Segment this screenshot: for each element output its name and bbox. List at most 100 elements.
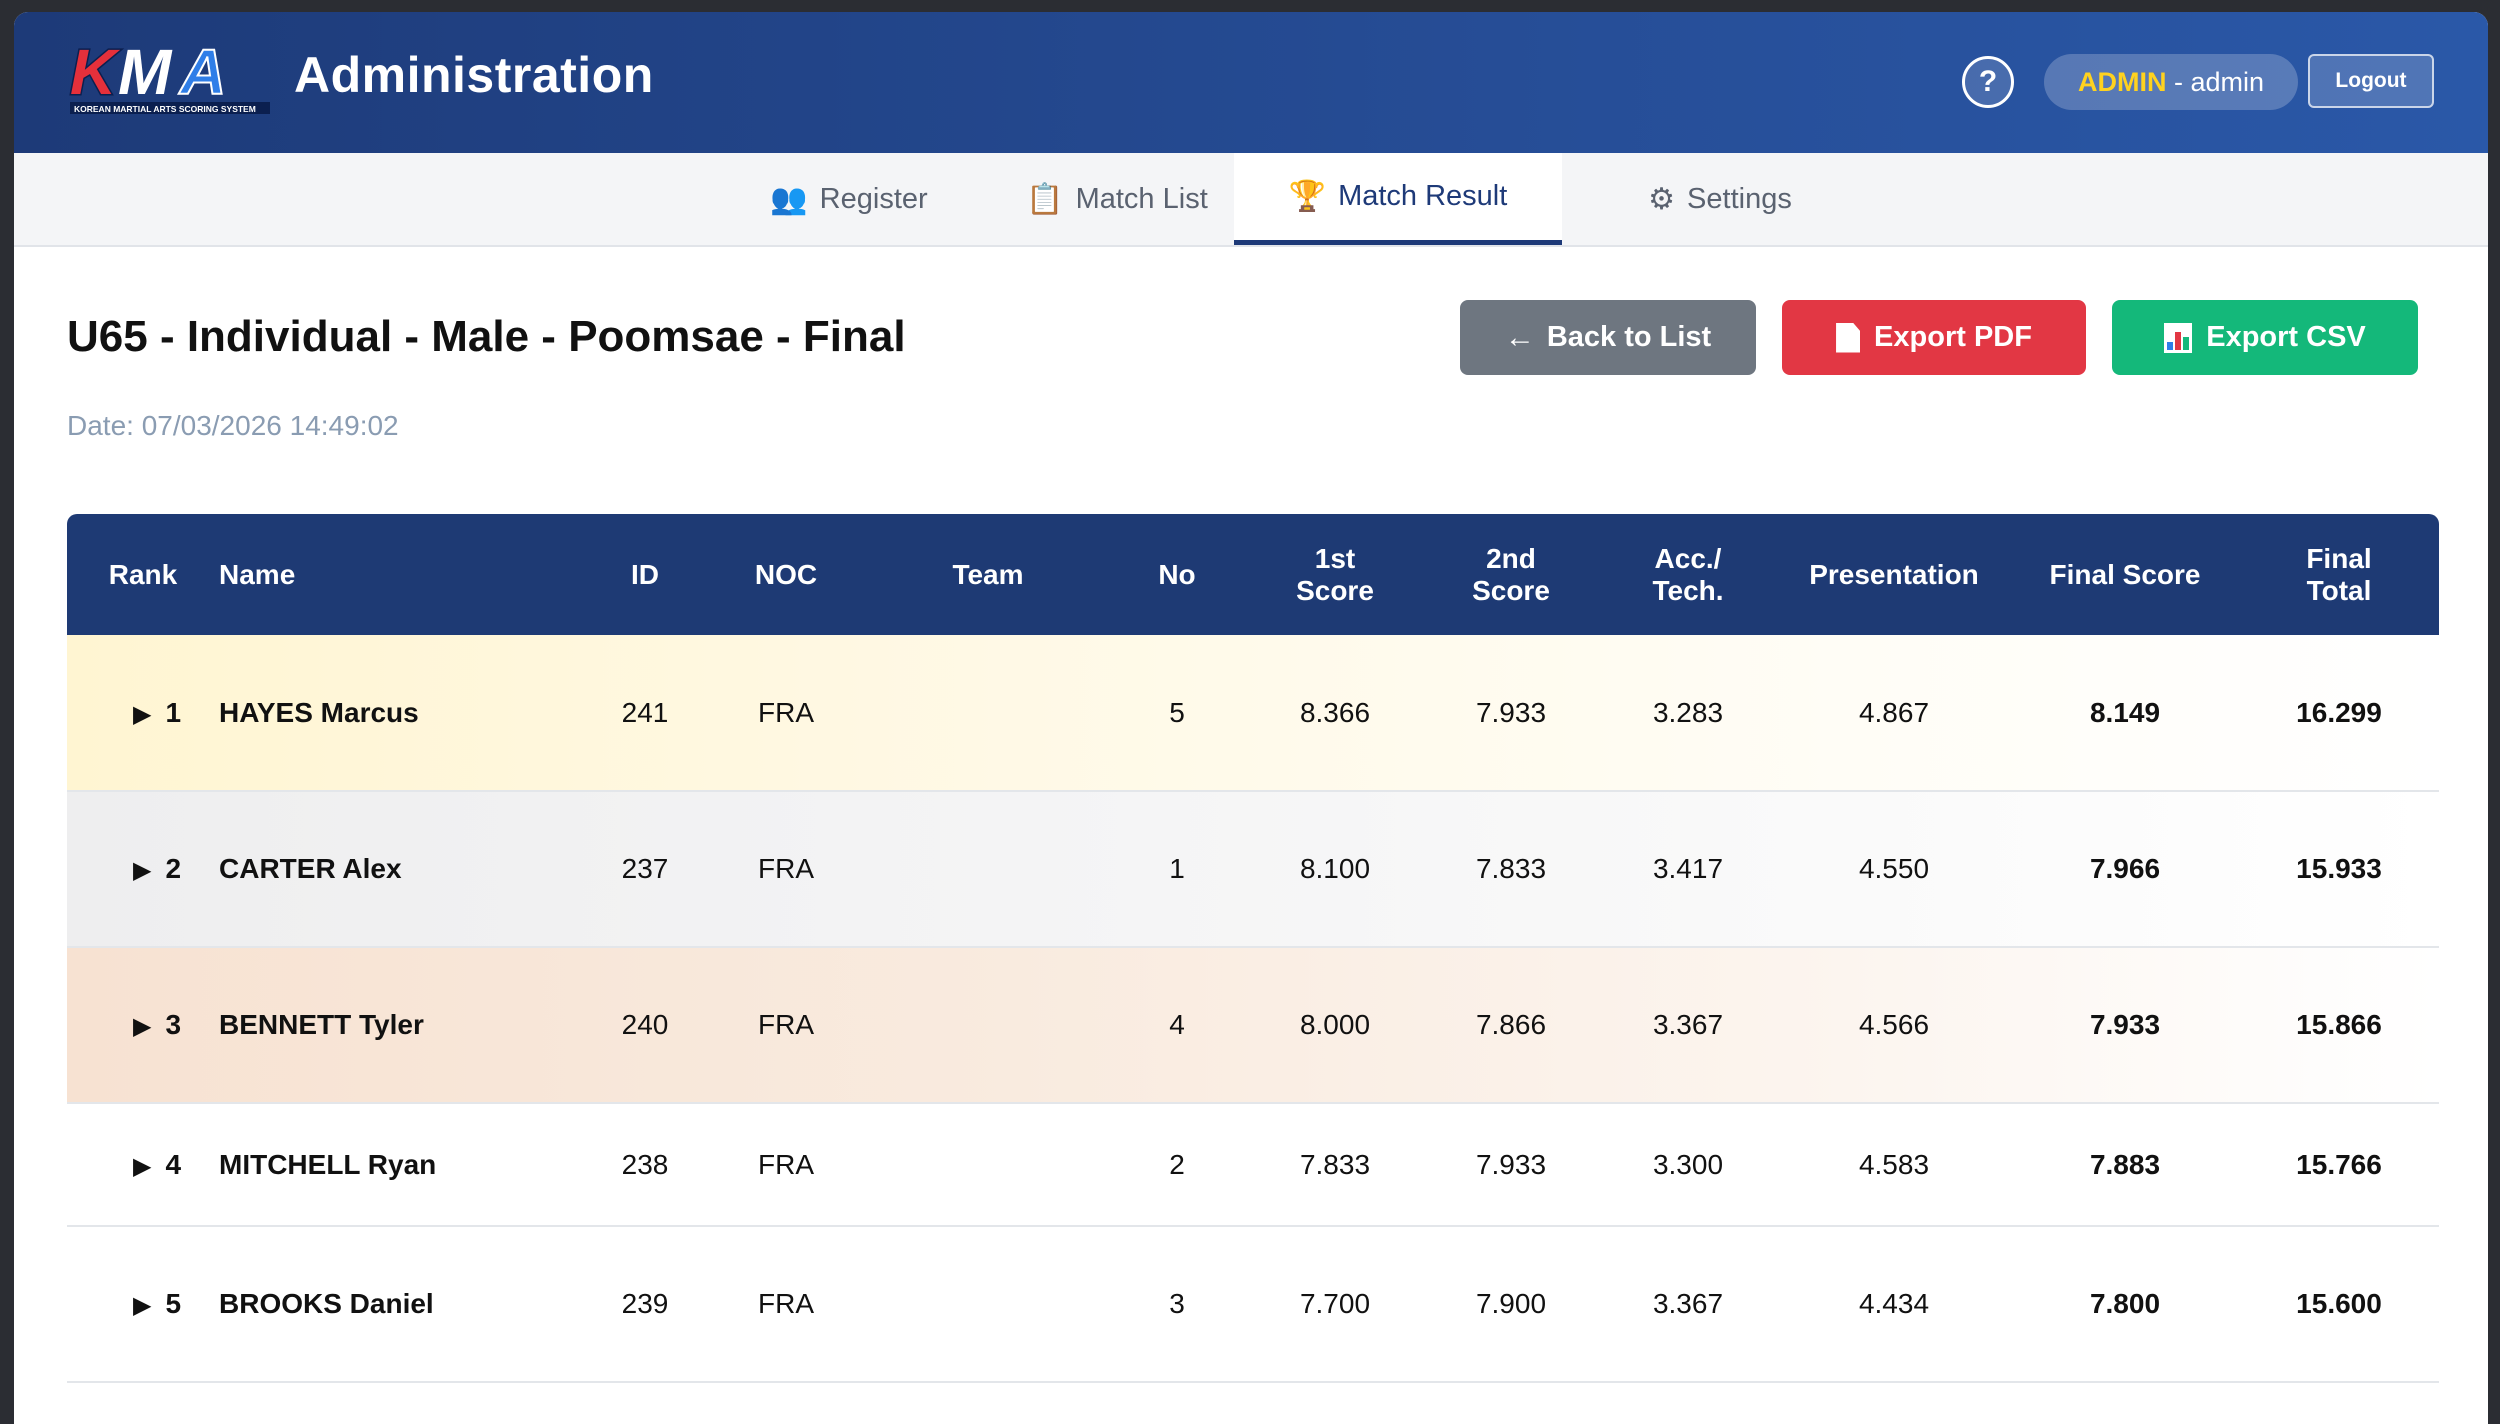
second-score: 7.833 [1423, 791, 1599, 948]
second-score: 7.933 [1423, 635, 1599, 792]
col-first-score: 1st Score [1247, 514, 1423, 635]
clipboard-icon: 📋 [1026, 182, 1064, 216]
table-row: ▶ 3 BENNETT Tyler 240 FRA 4 8.000 7.866 3… [67, 947, 2439, 1104]
app-title: Administration [294, 47, 654, 103]
user-badge: ADMIN - admin [2044, 54, 2298, 110]
rank-value: 5 [165, 1288, 182, 1319]
athlete-team [869, 791, 1107, 948]
athlete-no: 4 [1107, 947, 1247, 1104]
page-title: U65 - Individual - Male - Poomsae - Fina… [67, 312, 906, 361]
tab-label: Register [819, 182, 928, 215]
rank-value: 2 [165, 853, 182, 884]
col-acc-tech-line1: Acc./ [1654, 542, 1722, 574]
table-header-row: Rank Name ID NOC Team No 1st Score 2nd S… [67, 514, 2439, 635]
final-score: 7.966 [2011, 791, 2239, 948]
app-window: K K M A KOREAN MARTIAL ARTS SCORING SYST… [14, 12, 2488, 1424]
col-rank: Rank [108, 558, 178, 590]
final-total: 15.866 [2239, 947, 2439, 1104]
tab-match-list[interactable]: 📋 Match List [988, 153, 1246, 245]
col-acc-tech-line2: Tech. [1652, 574, 1724, 606]
athlete-noc: FRA [703, 635, 869, 792]
athlete-noc: FRA [703, 791, 869, 948]
col-first-score-line2: Score [1296, 574, 1374, 606]
play-arrow-icon: ▶ [132, 1013, 152, 1040]
arrow-left-icon: ← [1504, 320, 1535, 354]
athlete-name: HAYES Marcus [219, 635, 587, 792]
logout-button[interactable]: Logout [2308, 54, 2434, 108]
second-score: 7.866 [1423, 947, 1599, 1104]
user-name: admin [2190, 66, 2265, 97]
first-score: 7.700 [1247, 1226, 1423, 1383]
kma-logo: K K M A KOREAN MARTIAL ARTS SCORING SYST… [68, 35, 274, 118]
athlete-name: BENNETT Tyler [219, 947, 587, 1104]
final-total: 15.600 [2239, 1226, 2439, 1383]
final-total: 15.933 [2239, 791, 2439, 948]
nav-tabs: 👥 Register 📋 Match List 🏆 Match Result ⚙… [14, 153, 2488, 247]
col-id: ID [631, 558, 659, 590]
col-final-total-line1: Final [2306, 542, 2372, 574]
match-date: Date: 07/03/2026 14:49:02 [67, 410, 399, 441]
top-header: K K M A KOREAN MARTIAL ARTS SCORING SYST… [14, 12, 2488, 153]
athlete-no: 3 [1107, 1226, 1247, 1383]
acc-tech-score: 3.367 [1599, 1226, 1777, 1383]
presentation-score: 4.583 [1777, 1103, 2011, 1227]
play-arrow-icon: ▶ [132, 1292, 152, 1319]
export-csv-button[interactable]: Export CSV [2112, 300, 2418, 375]
kma-logo-graphic: K K M A KOREAN MARTIAL ARTS SCORING SYST… [69, 35, 270, 114]
export-pdf-button[interactable]: Export PDF [1782, 300, 2086, 375]
col-team: Team [952, 558, 1024, 590]
svg-text:A: A [178, 38, 226, 108]
athlete-noc: FRA [703, 947, 869, 1104]
table-row: ▶ 1 HAYES Marcus 241 FRA 5 8.366 7.933 3.… [67, 635, 2439, 792]
athlete-id: 240 [587, 947, 703, 1104]
athlete-name: BROOKS Daniel [219, 1226, 587, 1383]
first-score: 8.000 [1247, 947, 1423, 1104]
athlete-no: 5 [1107, 635, 1247, 792]
first-score: 8.366 [1247, 635, 1423, 792]
athlete-noc: FRA [703, 1103, 869, 1227]
presentation-score: 4.867 [1777, 635, 2011, 792]
athlete-no: 1 [1107, 791, 1247, 948]
athlete-id: 239 [587, 1226, 703, 1383]
table-row: ▶ 2 CARTER Alex 237 FRA 1 8.100 7.833 3.4… [67, 791, 2439, 948]
document-icon [1836, 322, 1861, 353]
final-total: 15.766 [2239, 1103, 2439, 1227]
first-score: 7.833 [1247, 1103, 1423, 1227]
svg-text:K: K [70, 38, 121, 108]
gear-icon: ⚙ [1648, 182, 1676, 216]
athlete-name: MITCHELL Ryan [219, 1103, 587, 1227]
tab-register[interactable]: 👥 Register [726, 153, 972, 245]
final-total: 16.299 [2239, 635, 2439, 792]
col-final-total: Final Total [2239, 514, 2439, 635]
presentation-score: 4.434 [1777, 1226, 2011, 1383]
play-arrow-icon: ▶ [132, 1152, 152, 1180]
rank-cell: ▶ 2 [67, 791, 219, 948]
help-icon: ? [1978, 65, 1998, 98]
export-pdf-label: Export PDF [1874, 321, 2032, 353]
athlete-team [869, 947, 1107, 1104]
tab-label: Match List [1075, 182, 1208, 215]
col-name: Name [219, 558, 296, 590]
final-score: 8.149 [2011, 635, 2239, 792]
back-to-list-button[interactable]: ← Back to List [1460, 300, 1756, 375]
help-button[interactable]: ? [1962, 56, 2014, 108]
acc-tech-score: 3.417 [1599, 791, 1777, 948]
athlete-no: 2 [1107, 1103, 1247, 1227]
athlete-team [869, 635, 1107, 792]
col-first-score-line1: 1st [1314, 542, 1356, 574]
tab-label: Settings [1687, 182, 1792, 215]
user-role: ADMIN [2077, 66, 2167, 97]
back-label: Back to List [1546, 321, 1712, 353]
rank-cell: ▶ 5 [67, 1226, 219, 1383]
users-icon: 👥 [770, 182, 808, 216]
athlete-noc: FRA [703, 1226, 869, 1383]
col-acc-tech: Acc./ Tech. [1599, 514, 1777, 635]
col-presentation: Presentation [1809, 558, 1979, 590]
final-score: 7.800 [2011, 1226, 2239, 1383]
col-second-score-line2: Score [1472, 574, 1550, 606]
acc-tech-score: 3.367 [1599, 947, 1777, 1104]
svg-text:K: K [70, 38, 121, 108]
tab-settings[interactable]: ⚙ Settings [1610, 153, 1830, 245]
tab-match-result[interactable]: 🏆 Match Result [1234, 153, 1562, 245]
col-second-score: 2nd Score [1423, 514, 1599, 635]
